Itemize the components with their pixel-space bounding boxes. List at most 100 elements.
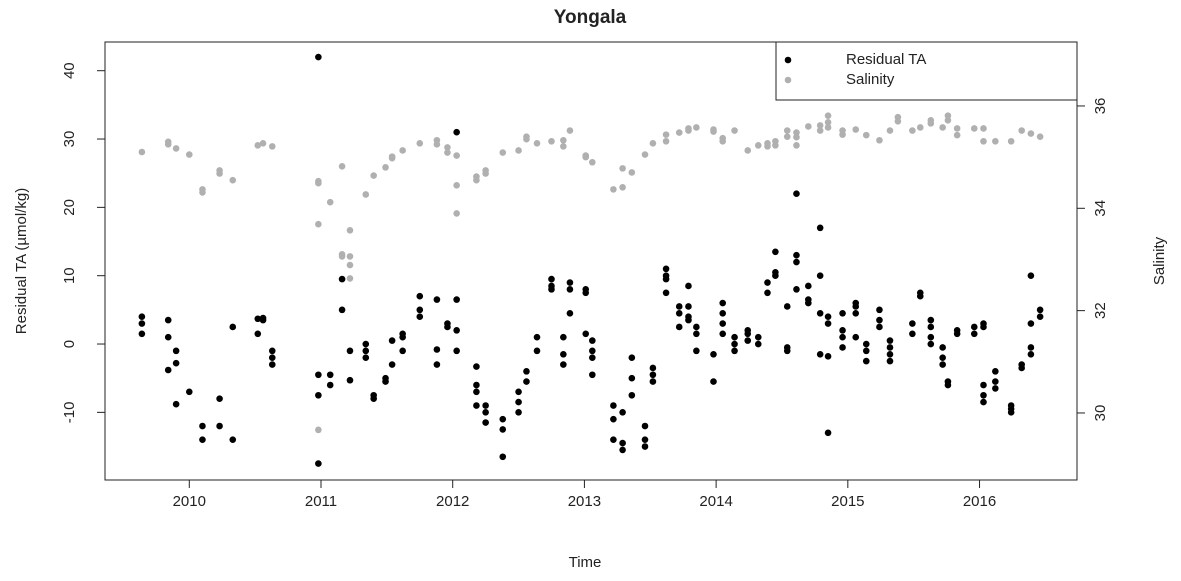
data-point xyxy=(927,323,935,331)
data-point xyxy=(1036,133,1044,140)
data-point xyxy=(388,361,396,368)
data-point xyxy=(927,316,935,324)
data-point xyxy=(649,371,657,379)
y2-axis-label: Salinity xyxy=(1151,236,1168,285)
y-tick-label: 0 xyxy=(61,340,78,348)
data-point xyxy=(1027,344,1035,351)
data-point xyxy=(338,253,346,260)
data-point xyxy=(560,350,567,358)
data-point xyxy=(388,154,396,162)
data-point xyxy=(254,315,262,323)
data-point xyxy=(675,323,683,331)
data-point xyxy=(566,127,574,134)
data-point xyxy=(824,353,832,360)
data-point xyxy=(816,272,824,279)
data-point xyxy=(927,340,935,348)
data-point xyxy=(944,112,952,119)
data-point xyxy=(772,272,779,279)
data-point xyxy=(216,422,223,430)
data-point xyxy=(953,131,961,139)
data-point xyxy=(916,292,924,300)
data-point xyxy=(229,176,237,184)
data-point xyxy=(433,361,441,368)
data-point xyxy=(886,350,894,358)
data-point xyxy=(641,422,649,430)
data-point xyxy=(805,123,812,130)
data-point xyxy=(1027,350,1035,358)
data-point xyxy=(533,140,541,147)
data-point xyxy=(685,282,692,290)
legend-label: Residual TA xyxy=(846,51,926,68)
data-point xyxy=(824,313,832,320)
plot-frame xyxy=(104,41,1078,481)
data-point xyxy=(433,346,441,353)
data-point xyxy=(939,361,946,368)
data-point xyxy=(641,151,649,158)
data-point xyxy=(315,426,322,434)
data-point xyxy=(346,253,354,260)
data-point xyxy=(164,366,172,374)
data-point xyxy=(172,400,180,408)
data-point xyxy=(641,436,649,443)
data-point xyxy=(164,333,172,341)
data-point xyxy=(172,347,180,355)
data-point xyxy=(416,140,424,147)
data-point xyxy=(515,409,522,416)
data-point xyxy=(362,347,370,355)
data-point xyxy=(916,124,924,131)
data-point xyxy=(433,136,441,144)
data-point xyxy=(824,119,832,126)
data-point xyxy=(399,147,406,154)
data-point xyxy=(886,344,894,351)
data-point xyxy=(453,210,460,217)
data-point xyxy=(980,125,987,132)
data-point xyxy=(1027,130,1035,137)
data-point xyxy=(754,333,762,341)
data-point xyxy=(566,279,574,286)
x-tick-label: 2016 xyxy=(963,493,996,510)
data-point xyxy=(499,426,507,433)
data-point xyxy=(164,316,172,324)
data-point xyxy=(515,388,522,396)
data-point xyxy=(362,340,370,348)
data-point xyxy=(992,137,999,145)
data-point xyxy=(138,320,146,327)
data-point xyxy=(839,327,846,334)
data-point xyxy=(980,381,987,389)
x-tick-label: 2014 xyxy=(699,493,732,510)
data-point xyxy=(619,165,626,172)
data-point xyxy=(453,327,460,334)
data-point xyxy=(619,184,626,191)
data-point xyxy=(939,344,946,351)
data-point xyxy=(824,112,832,119)
data-point xyxy=(793,258,800,266)
legend-label: Salinity xyxy=(846,71,895,88)
data-point xyxy=(649,378,657,385)
y2-tick-label: 36 xyxy=(1092,98,1109,115)
x-tick-label: 2015 xyxy=(831,493,864,510)
data-point xyxy=(138,330,146,338)
data-point xyxy=(816,309,824,317)
data-point xyxy=(533,347,541,355)
data-point xyxy=(268,361,276,368)
data-point xyxy=(944,381,952,389)
data-point xyxy=(970,330,978,338)
data-point xyxy=(992,378,999,385)
data-point xyxy=(662,131,670,138)
data-point xyxy=(473,363,480,370)
data-point xyxy=(499,149,507,156)
data-point xyxy=(482,419,489,426)
data-point xyxy=(370,395,377,402)
data-point xyxy=(852,333,860,341)
data-point xyxy=(315,179,322,187)
data-point xyxy=(338,163,346,170)
data-point xyxy=(793,142,800,149)
data-point xyxy=(685,316,692,324)
data-point xyxy=(824,429,832,437)
data-point xyxy=(793,190,800,197)
data-point xyxy=(482,409,489,416)
data-point xyxy=(433,296,441,303)
x-tick-label: 2011 xyxy=(305,493,337,510)
data-point xyxy=(229,323,237,331)
data-point xyxy=(824,320,832,327)
